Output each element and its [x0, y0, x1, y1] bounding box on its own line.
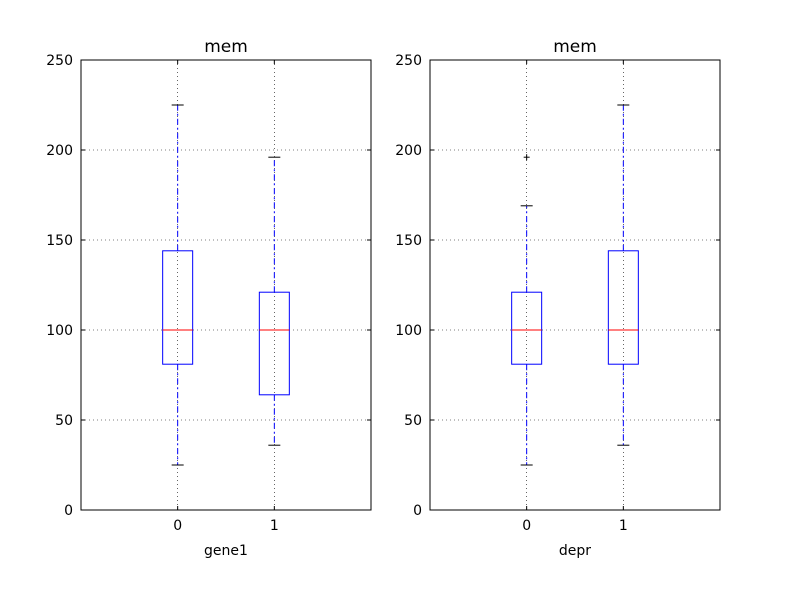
x-tick-label: 0	[173, 518, 182, 534]
boxplot-1	[258, 156, 290, 446]
y-tick-label: 50	[404, 413, 422, 429]
y-tick-label: 250	[46, 53, 73, 69]
x-tick-label: 0	[522, 518, 531, 534]
iqr-box	[511, 291, 543, 365]
boxes	[162, 104, 290, 466]
chart-title: mem	[204, 37, 248, 57]
y-tick-label: 50	[55, 413, 73, 429]
iqr-box	[258, 291, 290, 396]
grid	[81, 60, 371, 510]
y-tick-label: 100	[395, 323, 422, 339]
boxplot-0	[162, 104, 194, 466]
y-tick-label: 0	[64, 503, 73, 519]
y-tick-label: 150	[395, 233, 422, 249]
y-tick-label: 150	[46, 233, 73, 249]
x-tick-label: 1	[619, 518, 628, 534]
x-axis-label: gene1	[204, 543, 248, 559]
boxplot-0	[511, 154, 543, 466]
axes-frame	[80, 59, 372, 511]
y-tick-label: 200	[46, 143, 73, 159]
outlier-marker	[523, 154, 530, 161]
x-axis-label: depr	[559, 543, 591, 559]
iqr-box	[607, 250, 639, 365]
y-ticks: 0 50 100 150 200 250	[395, 53, 720, 519]
y-ticks: 0 50 100 150 200 250	[46, 53, 371, 519]
boxplot-1	[607, 104, 639, 446]
y-tick-label: 250	[395, 53, 422, 69]
y-tick-label: 200	[395, 143, 422, 159]
y-tick-label: 0	[413, 503, 422, 519]
iqr-box	[162, 250, 194, 365]
grid	[430, 60, 720, 510]
boxes	[511, 104, 639, 466]
chart-title: mem	[553, 37, 597, 57]
axes-frame	[429, 59, 721, 511]
y-tick-label: 100	[46, 323, 73, 339]
x-tick-label: 1	[270, 518, 279, 534]
